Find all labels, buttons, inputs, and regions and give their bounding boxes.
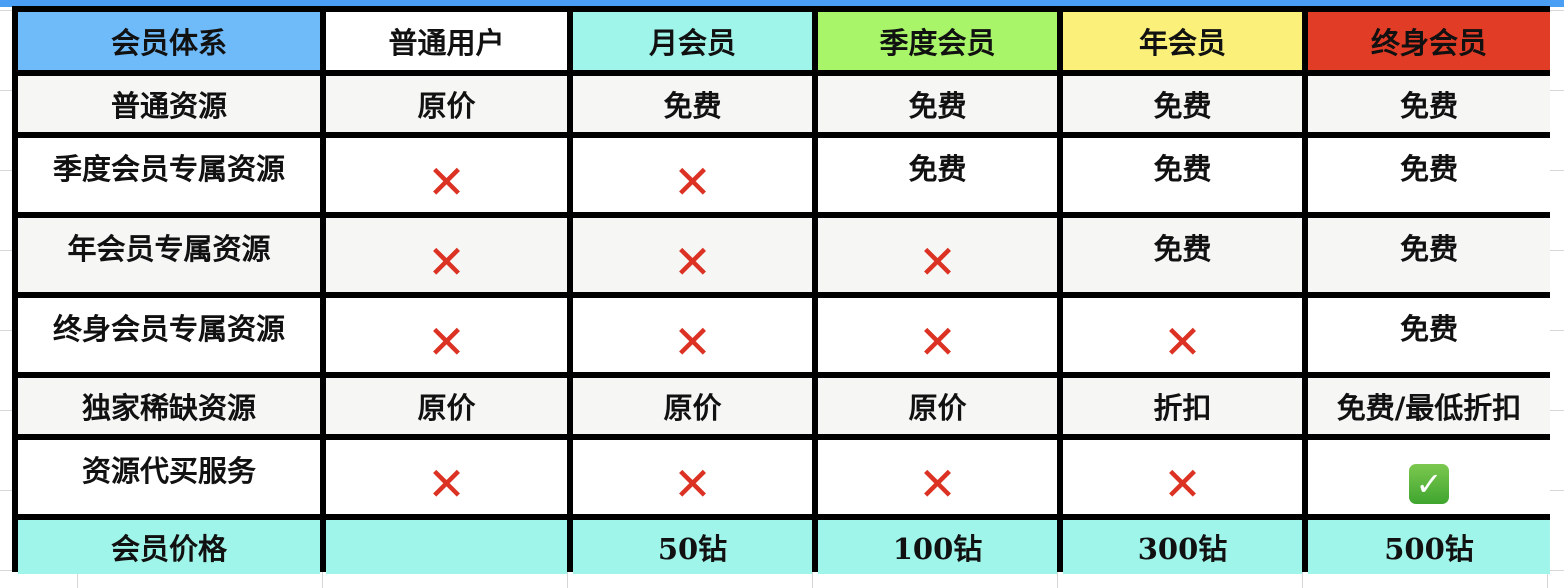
cross-mark-icon: ✕ [427, 235, 466, 289]
cross-mark-icon: ✕ [1163, 315, 1202, 369]
table-cell[interactable]: ✕ [326, 298, 567, 372]
cross-mark-icon: ✕ [918, 457, 957, 511]
table-cell[interactable]: 50钻 [573, 520, 812, 574]
cross-mark-icon: ✕ [673, 315, 712, 369]
row-label[interactable]: 独家稀缺资源 [18, 378, 320, 434]
table-cell[interactable]: 免费 [1063, 138, 1302, 212]
cross-mark-icon: ✕ [918, 315, 957, 369]
table-cell[interactable]: 免费 [1308, 298, 1550, 372]
table-cell[interactable]: 免费 [573, 76, 812, 132]
table-cell[interactable]: ✕ [1063, 440, 1302, 514]
header-cell[interactable]: 季度会员 [818, 12, 1057, 70]
table-cell[interactable]: ✕ [1063, 298, 1302, 372]
row-label[interactable]: 年会员专属资源 [18, 218, 320, 292]
table-cell[interactable]: 原价 [326, 76, 567, 132]
cross-mark-icon: ✕ [427, 155, 466, 209]
header-cell[interactable]: 会员体系 [18, 12, 320, 70]
table-cell[interactable]: ✕ [326, 218, 567, 292]
table-cell[interactable] [326, 520, 567, 574]
header-cell[interactable]: 月会员 [573, 12, 812, 70]
cross-mark-icon: ✕ [427, 315, 466, 369]
row-label[interactable]: 会员价格 [18, 520, 320, 574]
header-cell[interactable]: 普通用户 [326, 12, 567, 70]
table-cell[interactable]: ✕ [818, 218, 1057, 292]
table-cell[interactable]: ✕ [573, 218, 812, 292]
table-cell[interactable]: 免费 [1308, 138, 1550, 212]
row-label[interactable]: 普通资源 [18, 76, 320, 132]
table-cell[interactable]: ✕ [326, 138, 567, 212]
row-label[interactable]: 季度会员专属资源 [18, 138, 320, 212]
cross-mark-icon: ✕ [1163, 457, 1202, 511]
table-cell[interactable]: ✕ [818, 298, 1057, 372]
table-cell[interactable]: 原价 [818, 378, 1057, 434]
table-cell[interactable]: 100钻 [818, 520, 1057, 574]
table-cell[interactable]: 免费/最低折扣 [1308, 378, 1550, 434]
header-cell[interactable]: 终身会员 [1308, 12, 1550, 70]
cross-mark-icon: ✕ [427, 457, 466, 511]
table-cell[interactable]: 折扣 [1063, 378, 1302, 434]
cross-mark-icon: ✕ [673, 235, 712, 289]
table-cell[interactable]: 原价 [326, 378, 567, 434]
check-mark-button-icon: ✓ [1409, 464, 1449, 504]
row-label[interactable]: 终身会员专属资源 [18, 298, 320, 372]
table-cell[interactable]: ✕ [326, 440, 567, 514]
table-cell[interactable]: 免费 [1063, 76, 1302, 132]
table-cell[interactable]: ✕ [573, 440, 812, 514]
table-cell[interactable]: 免费 [1308, 218, 1550, 292]
table-cell[interactable]: 免费 [1063, 218, 1302, 292]
table-cell[interactable]: ✕ [573, 138, 812, 212]
header-cell[interactable]: 年会员 [1063, 12, 1302, 70]
table-cell[interactable]: 500钻 [1308, 520, 1550, 574]
cross-mark-icon: ✕ [673, 155, 712, 209]
row-label[interactable]: 资源代买服务 [18, 440, 320, 514]
membership-comparison-table: 会员体系 普通用户 月会员 季度会员 年会员 终身会员 普通资源 原价 免费 免费 免费 免费 季度会员… [12, 6, 1550, 574]
table-cell[interactable]: ✓ [1308, 440, 1550, 514]
table-cell[interactable]: 免费 [818, 138, 1057, 212]
table-cell[interactable]: ✕ [573, 298, 812, 372]
table-cell[interactable]: 300钻 [1063, 520, 1302, 574]
table-cell[interactable]: 免费 [818, 76, 1057, 132]
cross-mark-icon: ✕ [673, 457, 712, 511]
table-cell[interactable]: 免费 [1308, 76, 1550, 132]
table-cell[interactable]: 原价 [573, 378, 812, 434]
spreadsheet-column-header-bar [0, 0, 1564, 7]
table-cell[interactable]: ✕ [818, 440, 1057, 514]
cross-mark-icon: ✕ [918, 235, 957, 289]
